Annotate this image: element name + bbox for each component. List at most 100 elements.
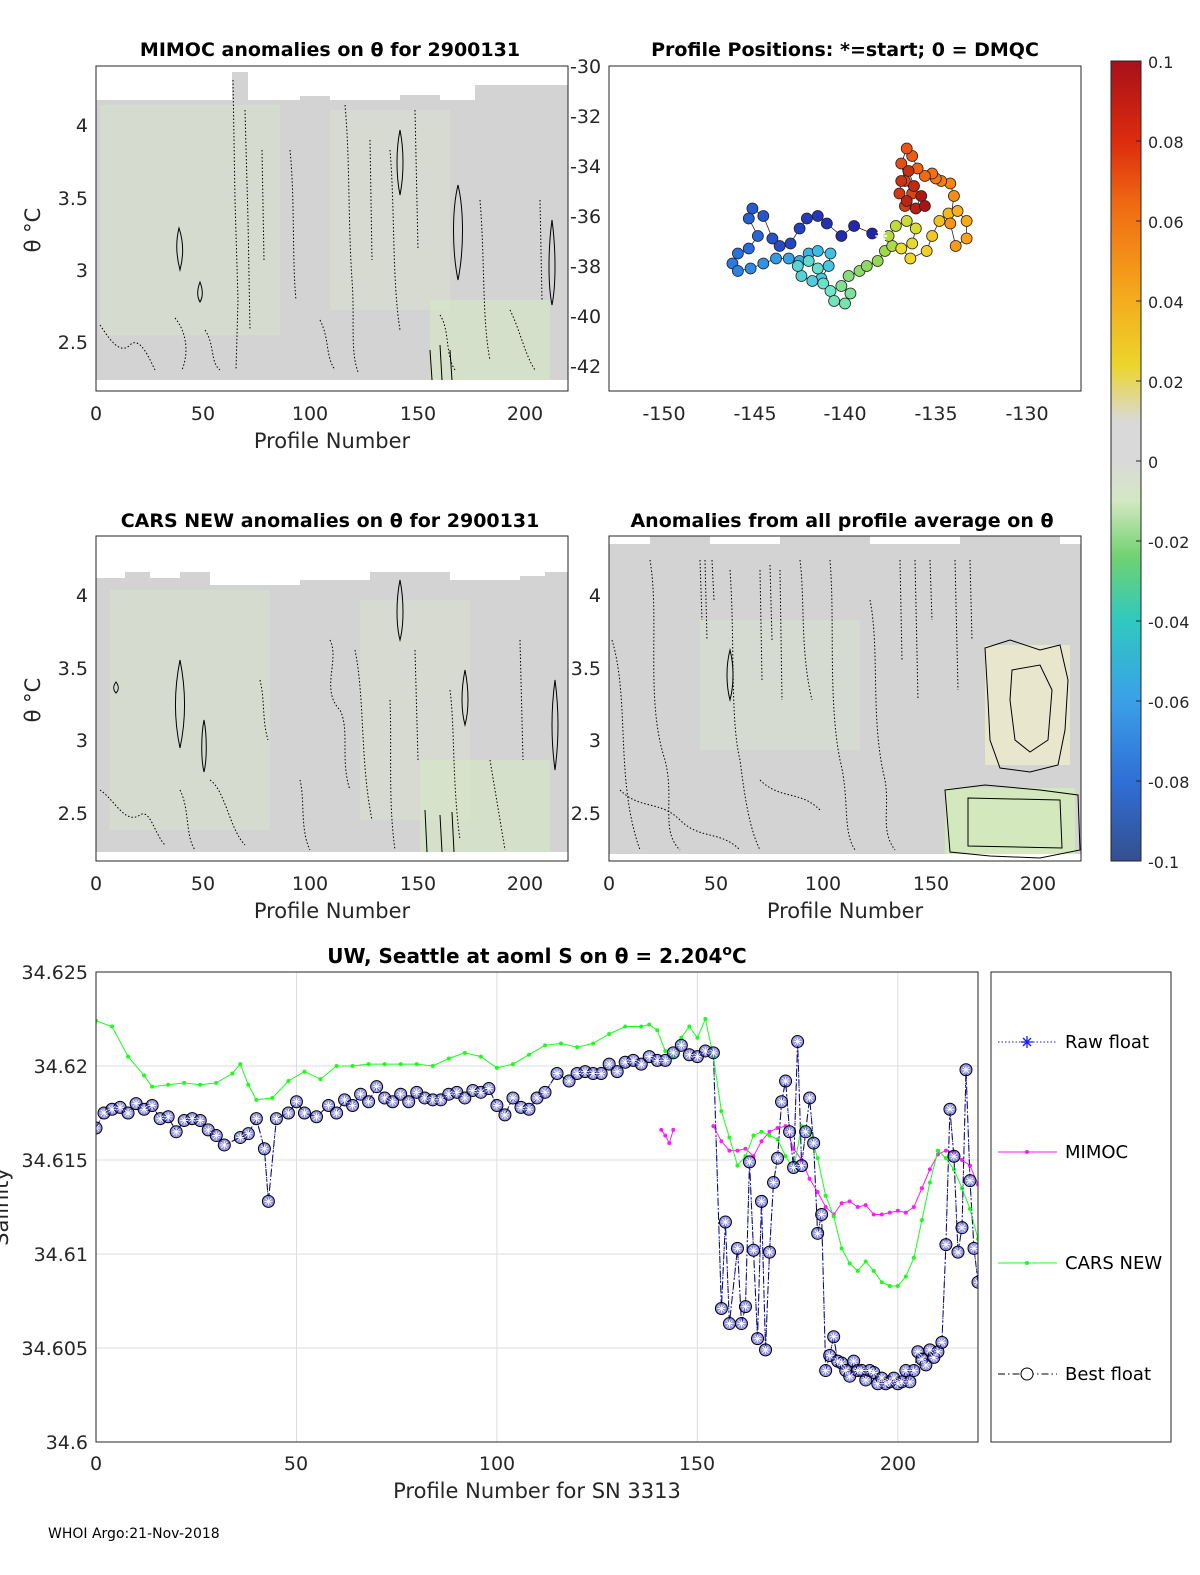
- footer-credit: WHOI Argo:21-Nov-2018: [48, 1526, 220, 1542]
- raw-float-ray: [349, 1102, 356, 1109]
- raw-float-point: [444, 1090, 453, 1099]
- cars-new-point: [623, 1024, 628, 1029]
- raw-float-ray: [950, 1152, 958, 1160]
- raw-float-point: [677, 1041, 686, 1050]
- mimoc-point: [791, 1146, 796, 1151]
- cars-new-point: [110, 1024, 115, 1029]
- raw-float-ray: [754, 1335, 761, 1342]
- mimoc-point: [659, 1127, 664, 1132]
- raw-float-ray: [862, 1376, 870, 1384]
- raw-float-ray: [156, 1115, 164, 1122]
- raw-float-point: [565, 1077, 574, 1086]
- track-point: [895, 242, 908, 255]
- raw-float-point: [260, 1144, 269, 1153]
- raw-float-point: [264, 1197, 273, 1206]
- track-point: [920, 245, 933, 257]
- raw-float-ray: [132, 1100, 140, 1107]
- raw-float-point: [913, 1347, 922, 1356]
- track-point: [742, 212, 755, 225]
- track-point: [918, 170, 931, 182]
- cars-new-point: [238, 1062, 243, 1067]
- cars-new-point: [647, 1022, 652, 1027]
- raw-float-point: [889, 1374, 898, 1383]
- cars-field: [96, 572, 568, 853]
- avg-panel: Anomalies from all profile average on θ: [571, 510, 1082, 923]
- raw-float-point: [873, 1379, 882, 1388]
- track-point: [828, 295, 841, 307]
- raw-float-ray: [786, 1128, 793, 1136]
- track-point: [770, 252, 782, 265]
- cars-new-point: [366, 1062, 371, 1067]
- track-point: [731, 265, 744, 277]
- positions-xtick: -145: [733, 403, 776, 425]
- raw-float-point: [969, 1244, 978, 1253]
- mimoc-point: [879, 1212, 884, 1217]
- raw-float-point: [500, 1110, 509, 1119]
- raw-float-ray: [533, 1094, 541, 1102]
- raw-float-point: [801, 1127, 810, 1136]
- cars-new-point: [735, 1163, 740, 1168]
- positions-xtick: -135: [914, 403, 957, 425]
- raw-float-ray: [613, 1068, 621, 1075]
- cars-ytick: 3: [76, 730, 88, 752]
- mimoc-point: [815, 1189, 820, 1194]
- raw-float-ray: [926, 1346, 934, 1354]
- track-point: [773, 240, 786, 252]
- mimoc-point: [719, 1139, 724, 1144]
- avg-ytick: 2.5: [571, 803, 601, 825]
- track-point: [784, 237, 797, 250]
- track-point: [824, 285, 837, 297]
- track-point: [895, 157, 908, 170]
- positions-ytick: -36: [570, 206, 601, 228]
- raw-float-ray: [124, 1109, 132, 1117]
- raw-float-point: [905, 1377, 914, 1386]
- raw-float-point: [188, 1114, 197, 1123]
- cars-new-point: [903, 1274, 908, 1279]
- cars-new-point: [703, 1017, 708, 1021]
- cars-xtick: 150: [400, 873, 436, 895]
- raw-float-ray: [826, 1352, 833, 1359]
- salinity-xtick: 0: [90, 1453, 102, 1475]
- raw-float-ray: [742, 1303, 749, 1310]
- raw-float-point: [516, 1103, 525, 1112]
- track-point: [802, 255, 815, 267]
- salinity-xtick: 200: [880, 1453, 916, 1475]
- raw-float-point: [533, 1093, 541, 1102]
- raw-float-ray: [301, 1109, 308, 1117]
- raw-float-point: [841, 1366, 850, 1375]
- track-point: [746, 202, 759, 215]
- salinity-xtick: 100: [479, 1453, 515, 1475]
- cars-new-point: [182, 1080, 187, 1085]
- avg-xtick: 0: [603, 873, 615, 895]
- mimoc-point: [903, 1210, 908, 1215]
- cars-new-point: [887, 1283, 892, 1288]
- raw-float-ray: [313, 1113, 320, 1121]
- mimoc-point: [959, 1158, 964, 1162]
- cars-xtick: 100: [292, 873, 328, 895]
- raw-float-ray: [645, 1053, 653, 1060]
- track-point: [960, 215, 973, 227]
- raw-float-point: [685, 1050, 694, 1059]
- raw-float-point: [961, 1065, 970, 1074]
- raw-float-ray: [810, 1139, 817, 1147]
- track-point: [895, 175, 908, 187]
- raw-float-ray: [966, 1177, 974, 1184]
- cars-new-point: [462, 1050, 467, 1055]
- raw-float-point: [484, 1084, 493, 1093]
- raw-float-point: [292, 1097, 301, 1106]
- track-point: [866, 227, 879, 240]
- cars-new-point: [927, 1180, 932, 1185]
- raw-float-point: [669, 1048, 678, 1057]
- raw-float-point: [789, 1163, 798, 1172]
- raw-float-point: [945, 1105, 954, 1114]
- raw-float-ray: [794, 1038, 801, 1045]
- raw-float-ray: [970, 1245, 978, 1252]
- mimoc-point: [667, 1141, 672, 1146]
- raw-float-ray: [164, 1113, 172, 1121]
- raw-float-point: [957, 1223, 966, 1232]
- raw-float-ray: [778, 1098, 785, 1106]
- raw-float-ray: [858, 1367, 866, 1374]
- raw-float-ray: [738, 1320, 745, 1327]
- raw-float-point: [348, 1101, 357, 1110]
